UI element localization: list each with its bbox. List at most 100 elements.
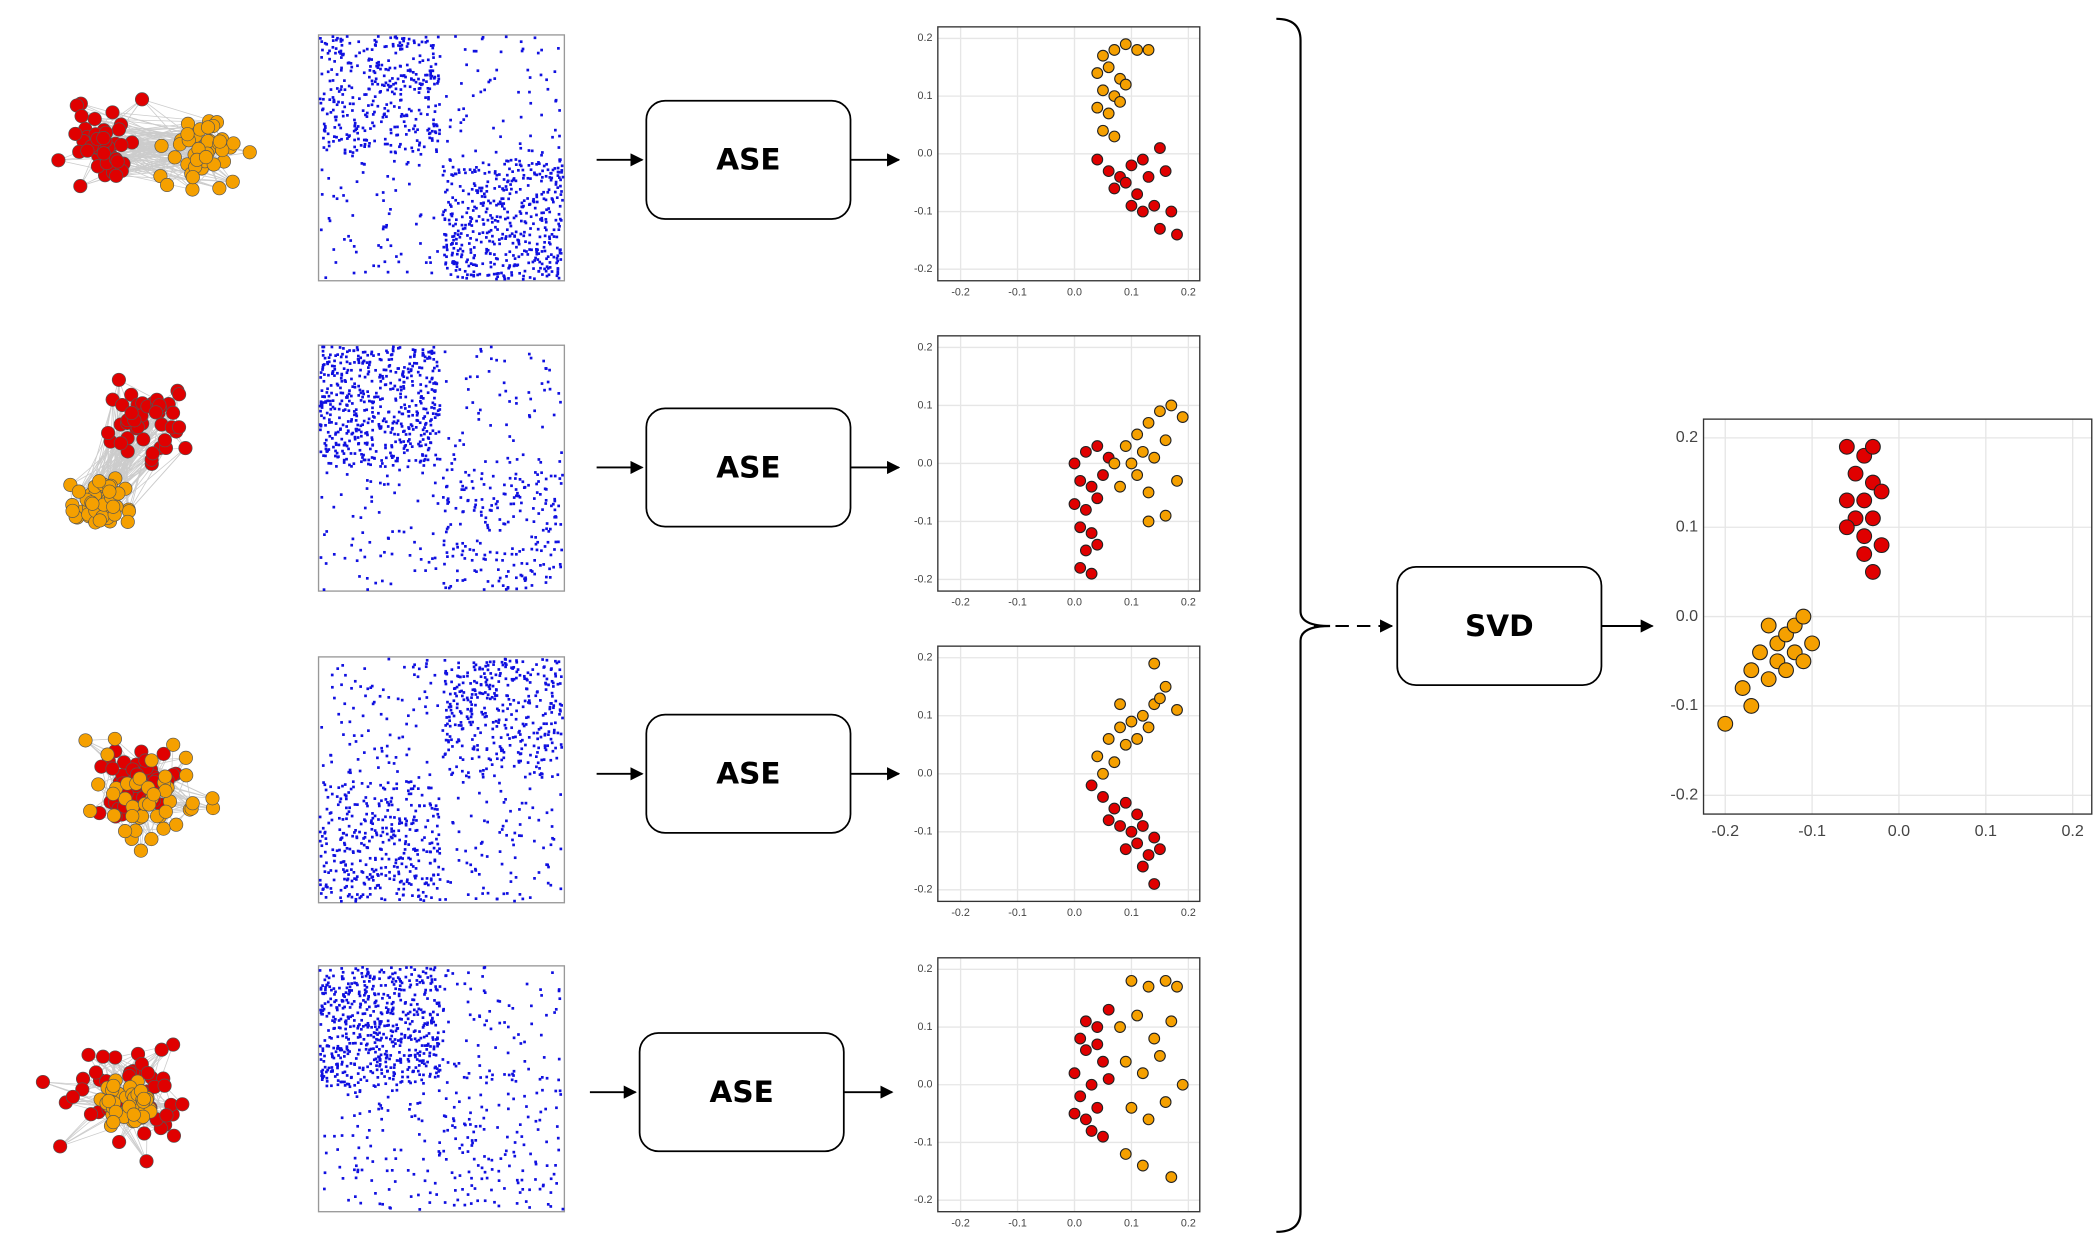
matrix-dot (424, 407, 428, 411)
matrix-dot (447, 748, 450, 752)
matrix-dot (390, 1034, 394, 1038)
matrix-dot (472, 468, 476, 472)
matrix-dot (557, 1078, 560, 1082)
matrix-dot (397, 992, 401, 996)
matrix-dot (365, 441, 369, 445)
network-node (120, 514, 135, 529)
matrix-dot (335, 795, 339, 798)
matrix-dot (454, 269, 458, 272)
matrix-dot (405, 63, 409, 67)
matrix-dot (319, 228, 323, 232)
matrix-dot (419, 433, 423, 437)
matrix-dot (430, 978, 434, 981)
network-edge (78, 432, 109, 492)
matrix-dot (379, 481, 382, 485)
matrix-dot (366, 895, 369, 899)
matrix-dot (477, 215, 481, 218)
matrix-dot (499, 50, 503, 54)
matrix-dot (370, 684, 374, 688)
matrix-dot (430, 1017, 434, 1021)
matrix-dot (483, 706, 486, 710)
matrix-dot (495, 358, 498, 362)
matrix-dot (494, 719, 498, 723)
matrix-dot (347, 770, 351, 774)
matrix-dot (382, 113, 386, 117)
matrix-dot (387, 696, 391, 699)
matrix-dot (556, 773, 560, 777)
matrix-dot (458, 439, 462, 442)
matrix-dot (432, 124, 436, 128)
matrix-dot (415, 983, 419, 986)
matrix-dot (345, 998, 349, 1002)
matrix-dot (560, 190, 563, 193)
matrix-dot (350, 377, 353, 381)
matrix-dot (404, 1021, 407, 1024)
network-node (71, 484, 86, 499)
matrix-dot (498, 674, 502, 678)
matrix-dot (330, 818, 334, 822)
matrix-dot (365, 576, 369, 580)
matrix-dot (454, 222, 457, 226)
matrix-dot (323, 442, 327, 445)
matrix-dot (366, 997, 370, 1001)
matrix-dot (378, 694, 382, 698)
matrix-dot (381, 377, 385, 380)
matrix-dot (469, 987, 473, 991)
matrix-dot (368, 1048, 371, 1052)
network-node (136, 1091, 151, 1106)
matrix-dot (531, 668, 535, 671)
matrix-dot (504, 185, 508, 188)
matrix-dot (473, 734, 477, 737)
matrix-dot (477, 872, 481, 876)
matrix-dot (436, 82, 439, 85)
matrix-dot (455, 579, 459, 582)
matrix-dot (355, 148, 359, 152)
matrix-dot (342, 831, 346, 835)
matrix-dot (397, 260, 401, 264)
matrix-dot (334, 422, 338, 425)
matrix-dot (515, 402, 518, 405)
matrix-dot (363, 506, 367, 510)
matrix-dot (407, 414, 411, 418)
matrix-dot (320, 168, 324, 172)
matrix-dot (431, 69, 435, 73)
matrix-dot (321, 984, 324, 987)
matrix-dot (432, 118, 435, 122)
matrix-dot (472, 509, 476, 512)
matrix-dot (341, 114, 345, 118)
matrix-dot (436, 250, 439, 253)
matrix-dot (470, 224, 474, 227)
matrix-dot (363, 555, 367, 559)
network-node (178, 441, 193, 456)
matrix-dot (476, 744, 479, 747)
matrix-dot (390, 353, 394, 356)
matrix-dot (409, 792, 413, 796)
matrix-dot (449, 273, 453, 276)
matrix-dot (372, 700, 376, 704)
matrix-dot (339, 493, 343, 496)
matrix-dot (366, 1065, 369, 1069)
matrix-dot (336, 36, 339, 40)
matrix-dot (367, 462, 370, 466)
matrix-dot (406, 367, 410, 371)
matrix-dot (406, 1017, 410, 1021)
matrix-dot (419, 112, 423, 116)
matrix-dot (433, 673, 437, 677)
matrix-dot (399, 406, 403, 409)
matrix-dot (455, 848, 459, 851)
matrix-dot (471, 738, 474, 741)
matrix-dot (500, 862, 504, 866)
matrix-dot (545, 78, 548, 82)
matrix-dot (443, 217, 447, 221)
matrix-dot (371, 82, 374, 86)
matrix-dot (460, 689, 463, 693)
matrix-dot (421, 981, 425, 985)
matrix-dot (324, 423, 327, 427)
matrix-dot (411, 413, 414, 417)
matrix-dot (393, 384, 397, 388)
matrix-dot (410, 109, 413, 113)
matrix-dot (338, 1003, 341, 1007)
matrix-dot (471, 486, 475, 490)
matrix-dot (558, 477, 562, 480)
matrix-dot (469, 700, 473, 704)
